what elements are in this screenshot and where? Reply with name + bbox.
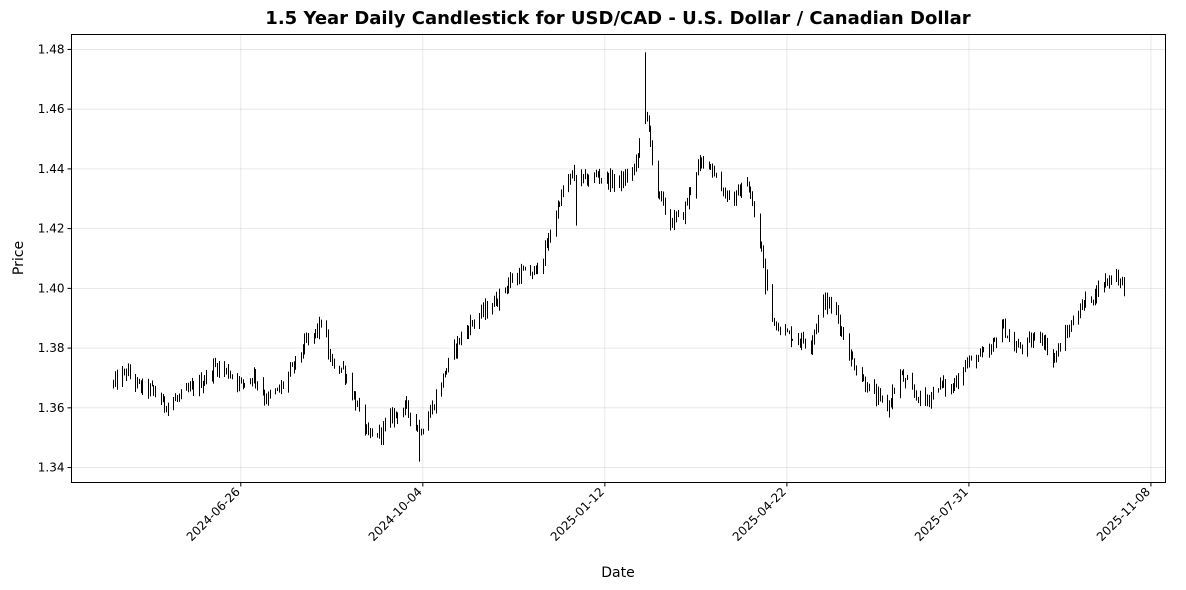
x-tick-label: 2025-04-22 [730,485,789,544]
x-tick-label: 2025-07-31 [912,485,971,544]
x-tick-label: 2025-01-12 [548,485,607,544]
candles-layer [113,52,1125,462]
x-tick-label: 2024-06-26 [184,485,243,544]
y-axis: 1.34 1.36 1.38 1.40 1.42 1.44 1.46 1.48 [38,42,72,475]
grid-layer [71,34,1166,483]
plot-frame [71,34,1166,483]
y-axis-label: Price [11,241,27,275]
chart-title: 1.5 Year Daily Candlestick for USD/CAD -… [265,8,971,29]
y-tick-label: 1.42 [38,222,65,236]
y-tick-label: 1.48 [38,42,65,56]
y-tick-label: 1.40 [38,281,65,295]
x-axis: 2024-06-26 2024-10-04 2025-01-12 2025-04-22… [184,482,1153,544]
y-tick-label: 1.44 [38,162,65,176]
y-tick-label: 1.38 [38,341,65,355]
x-tick-label: 2025-11-08 [1094,485,1153,544]
y-tick-label: 1.36 [38,401,65,415]
y-tick-label: 1.34 [38,461,65,475]
y-tick-label: 1.46 [38,102,65,116]
x-axis-label: Date [601,565,634,581]
x-tick-label: 2024-10-04 [366,485,425,544]
